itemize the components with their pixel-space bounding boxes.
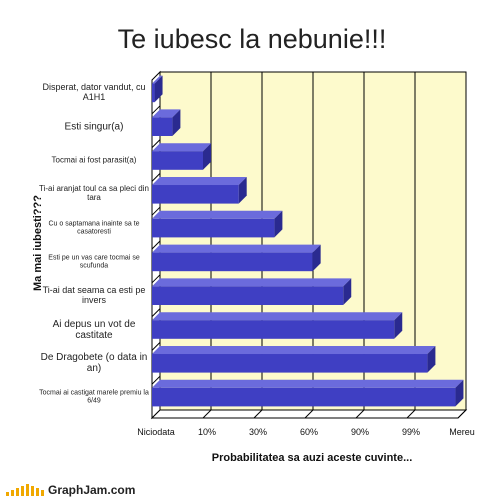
bar-top (152, 379, 464, 388)
category-label: Ai depus un vot de castitate (52, 318, 136, 341)
bar (152, 185, 239, 204)
chart-title: Te iubesc la nebunie!!! (117, 24, 387, 54)
bar (152, 117, 173, 136)
x-tick-label: Mereu (449, 427, 475, 437)
row-tick (151, 105, 161, 115)
x-tick-label: 30% (248, 427, 268, 437)
row-tick (151, 342, 161, 351)
bar-top (152, 143, 211, 152)
x-tick-label: Niciodata (137, 427, 175, 437)
gridline-floor (457, 409, 467, 419)
category-label: Tocmai ai fost parasit(a) (51, 155, 137, 165)
bar-side (455, 379, 464, 407)
row-tick (151, 206, 161, 216)
row-tick (151, 375, 161, 385)
bar-side (343, 278, 352, 305)
bar-side (172, 109, 181, 136)
gridline-floor (253, 409, 263, 419)
bar-side (154, 75, 163, 103)
bar-side (312, 244, 321, 272)
bar-side (274, 210, 283, 238)
bar (152, 151, 203, 170)
row-tick (151, 308, 161, 317)
category-label: Ti-ai dat seama ca esti pe invers (42, 284, 146, 305)
bar-side (203, 143, 211, 170)
gridline-floor (355, 409, 365, 419)
category-label: Esti pe un vas care tocmai se scufunda (48, 254, 140, 269)
row-tick (151, 139, 161, 148)
row-tick (151, 240, 161, 250)
x-tick-label: 99% (401, 427, 421, 437)
bar-top (152, 244, 321, 253)
category-label: De Dragobete (o data in an) (40, 352, 148, 375)
bar (152, 354, 428, 373)
gridline-floor (304, 409, 314, 419)
bar-top (152, 278, 352, 287)
brand-name: GraphJam.com (48, 483, 136, 497)
gridline-floor (202, 409, 212, 419)
category-label: Tocmai ai castigat marele premiu la 6/49 (39, 389, 149, 405)
bar-top (152, 75, 163, 84)
bar-side (238, 177, 247, 204)
row-tick (151, 274, 161, 284)
bar (152, 83, 155, 103)
x-tick-label: 90% (350, 427, 370, 437)
bar-top (152, 109, 181, 118)
category-label: Ti-ai aranjat toul ca sa pleci din tara (39, 184, 149, 203)
x-tick-label: 10% (197, 427, 217, 437)
bar-chart (150, 70, 468, 420)
footer-bar (0, 480, 504, 497)
bar-top (152, 346, 436, 355)
bar-top (152, 177, 247, 186)
bar-top (152, 210, 283, 219)
bar (152, 387, 456, 407)
bar-side (394, 312, 403, 339)
bar (152, 252, 313, 272)
graphjam-logo-icon (6, 484, 44, 496)
x-axis-label: Probabilitatea sa auzi aceste cuvinte... (211, 452, 413, 464)
bar (152, 286, 344, 305)
gridline-floor (406, 409, 416, 419)
bar-top (152, 312, 403, 321)
category-label: Disperat, dator vandut, cu A1H1 (42, 82, 146, 102)
category-label: Esti singur(a) (64, 121, 124, 133)
row-tick (151, 173, 161, 182)
category-label: Cu o saptamana inainte sa te casatoresti (48, 220, 140, 236)
x-tick-label: 60% (299, 427, 319, 437)
bar (152, 320, 395, 339)
bar-side (427, 346, 436, 373)
bar (152, 218, 275, 238)
